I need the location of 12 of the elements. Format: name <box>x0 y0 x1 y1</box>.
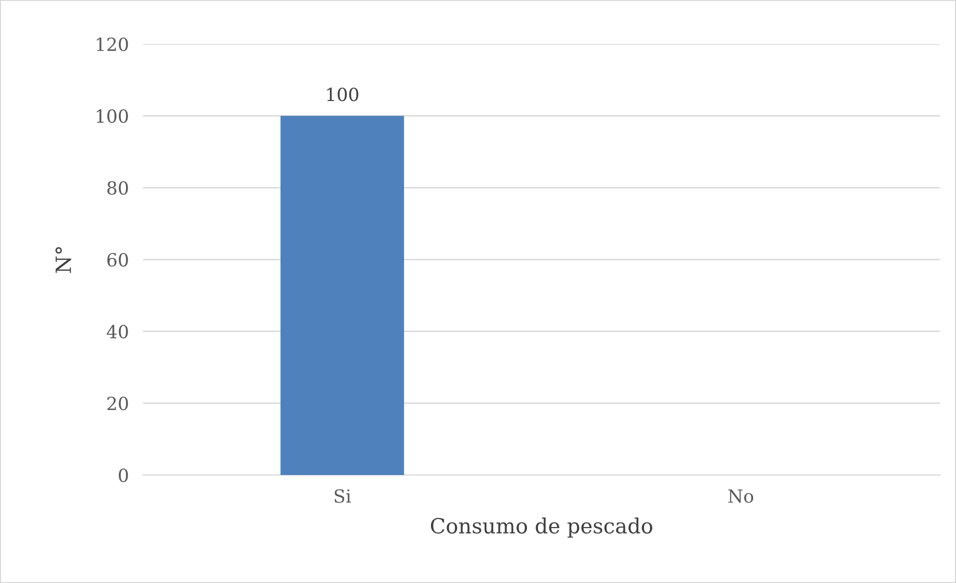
y-tick-label: 80 <box>107 181 128 195</box>
y-tick-label: 0 <box>118 468 128 482</box>
x-tick-label: No <box>728 489 754 503</box>
x-axis-title: Consumo de pescado <box>430 518 652 538</box>
x-tick-label: Si <box>334 489 351 503</box>
y-tick-label: 20 <box>107 396 128 410</box>
y-tick-label: 120 <box>96 37 128 52</box>
y-axis-title: N° <box>55 247 72 273</box>
y-tick-label: 100 <box>96 109 128 123</box>
y-tick-label: 60 <box>107 252 128 267</box>
y-tick-label: 40 <box>106 324 128 338</box>
data-label: 100 <box>327 88 358 102</box>
